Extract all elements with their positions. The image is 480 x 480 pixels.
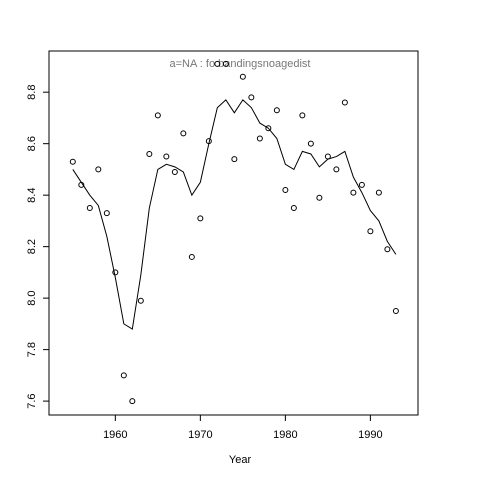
x-tick-label: 1960 xyxy=(103,429,127,441)
plot-frame xyxy=(48,50,419,416)
y-tick-label: 8.6 xyxy=(26,136,38,151)
x-tick-label: 1970 xyxy=(188,429,212,441)
y-tick-label: 7.6 xyxy=(26,393,38,408)
data-point xyxy=(239,73,246,80)
data-point xyxy=(358,181,365,188)
data-point xyxy=(154,112,161,119)
data-point xyxy=(333,166,340,173)
data-point xyxy=(129,398,136,405)
data-point xyxy=(214,60,221,67)
data-point xyxy=(188,253,195,260)
data-point xyxy=(392,308,399,314)
data-point xyxy=(171,168,178,175)
data-point xyxy=(137,297,144,304)
x-axis-label: Year xyxy=(229,454,252,466)
data-point xyxy=(163,153,170,160)
data-point xyxy=(256,135,263,142)
y-tick-label: 8.4 xyxy=(26,188,38,203)
x-tick-label: 1990 xyxy=(358,429,382,441)
data-point xyxy=(146,150,153,157)
data-point xyxy=(248,94,255,101)
data-point xyxy=(222,60,229,67)
data-point xyxy=(316,194,323,201)
data-point xyxy=(197,215,204,222)
data-point xyxy=(282,187,289,194)
data-point xyxy=(103,210,110,217)
data-point xyxy=(69,158,76,165)
fitted-line xyxy=(72,99,397,330)
data-point xyxy=(341,99,348,106)
data-point xyxy=(120,372,127,379)
x-tick-label: 1980 xyxy=(273,429,297,441)
y-tick-label: 8.2 xyxy=(26,239,38,254)
data-point xyxy=(290,205,297,212)
data-point xyxy=(273,107,280,114)
data-point xyxy=(375,189,382,196)
data-point xyxy=(384,246,391,253)
chart-title: a=NA : fo bandingsnoagedist xyxy=(170,58,311,70)
data-point xyxy=(86,205,93,212)
data-point xyxy=(265,125,272,132)
data-point xyxy=(299,112,306,119)
data-point xyxy=(180,130,187,137)
y-tick-label: 8.0 xyxy=(26,290,38,305)
data-point xyxy=(231,156,238,163)
y-tick-label: 8.8 xyxy=(26,85,38,100)
data-point xyxy=(112,269,119,276)
data-point xyxy=(307,140,314,147)
data-point xyxy=(367,228,374,235)
y-tick-label: 7.8 xyxy=(26,342,38,357)
data-point xyxy=(350,189,357,196)
data-point xyxy=(95,166,102,173)
